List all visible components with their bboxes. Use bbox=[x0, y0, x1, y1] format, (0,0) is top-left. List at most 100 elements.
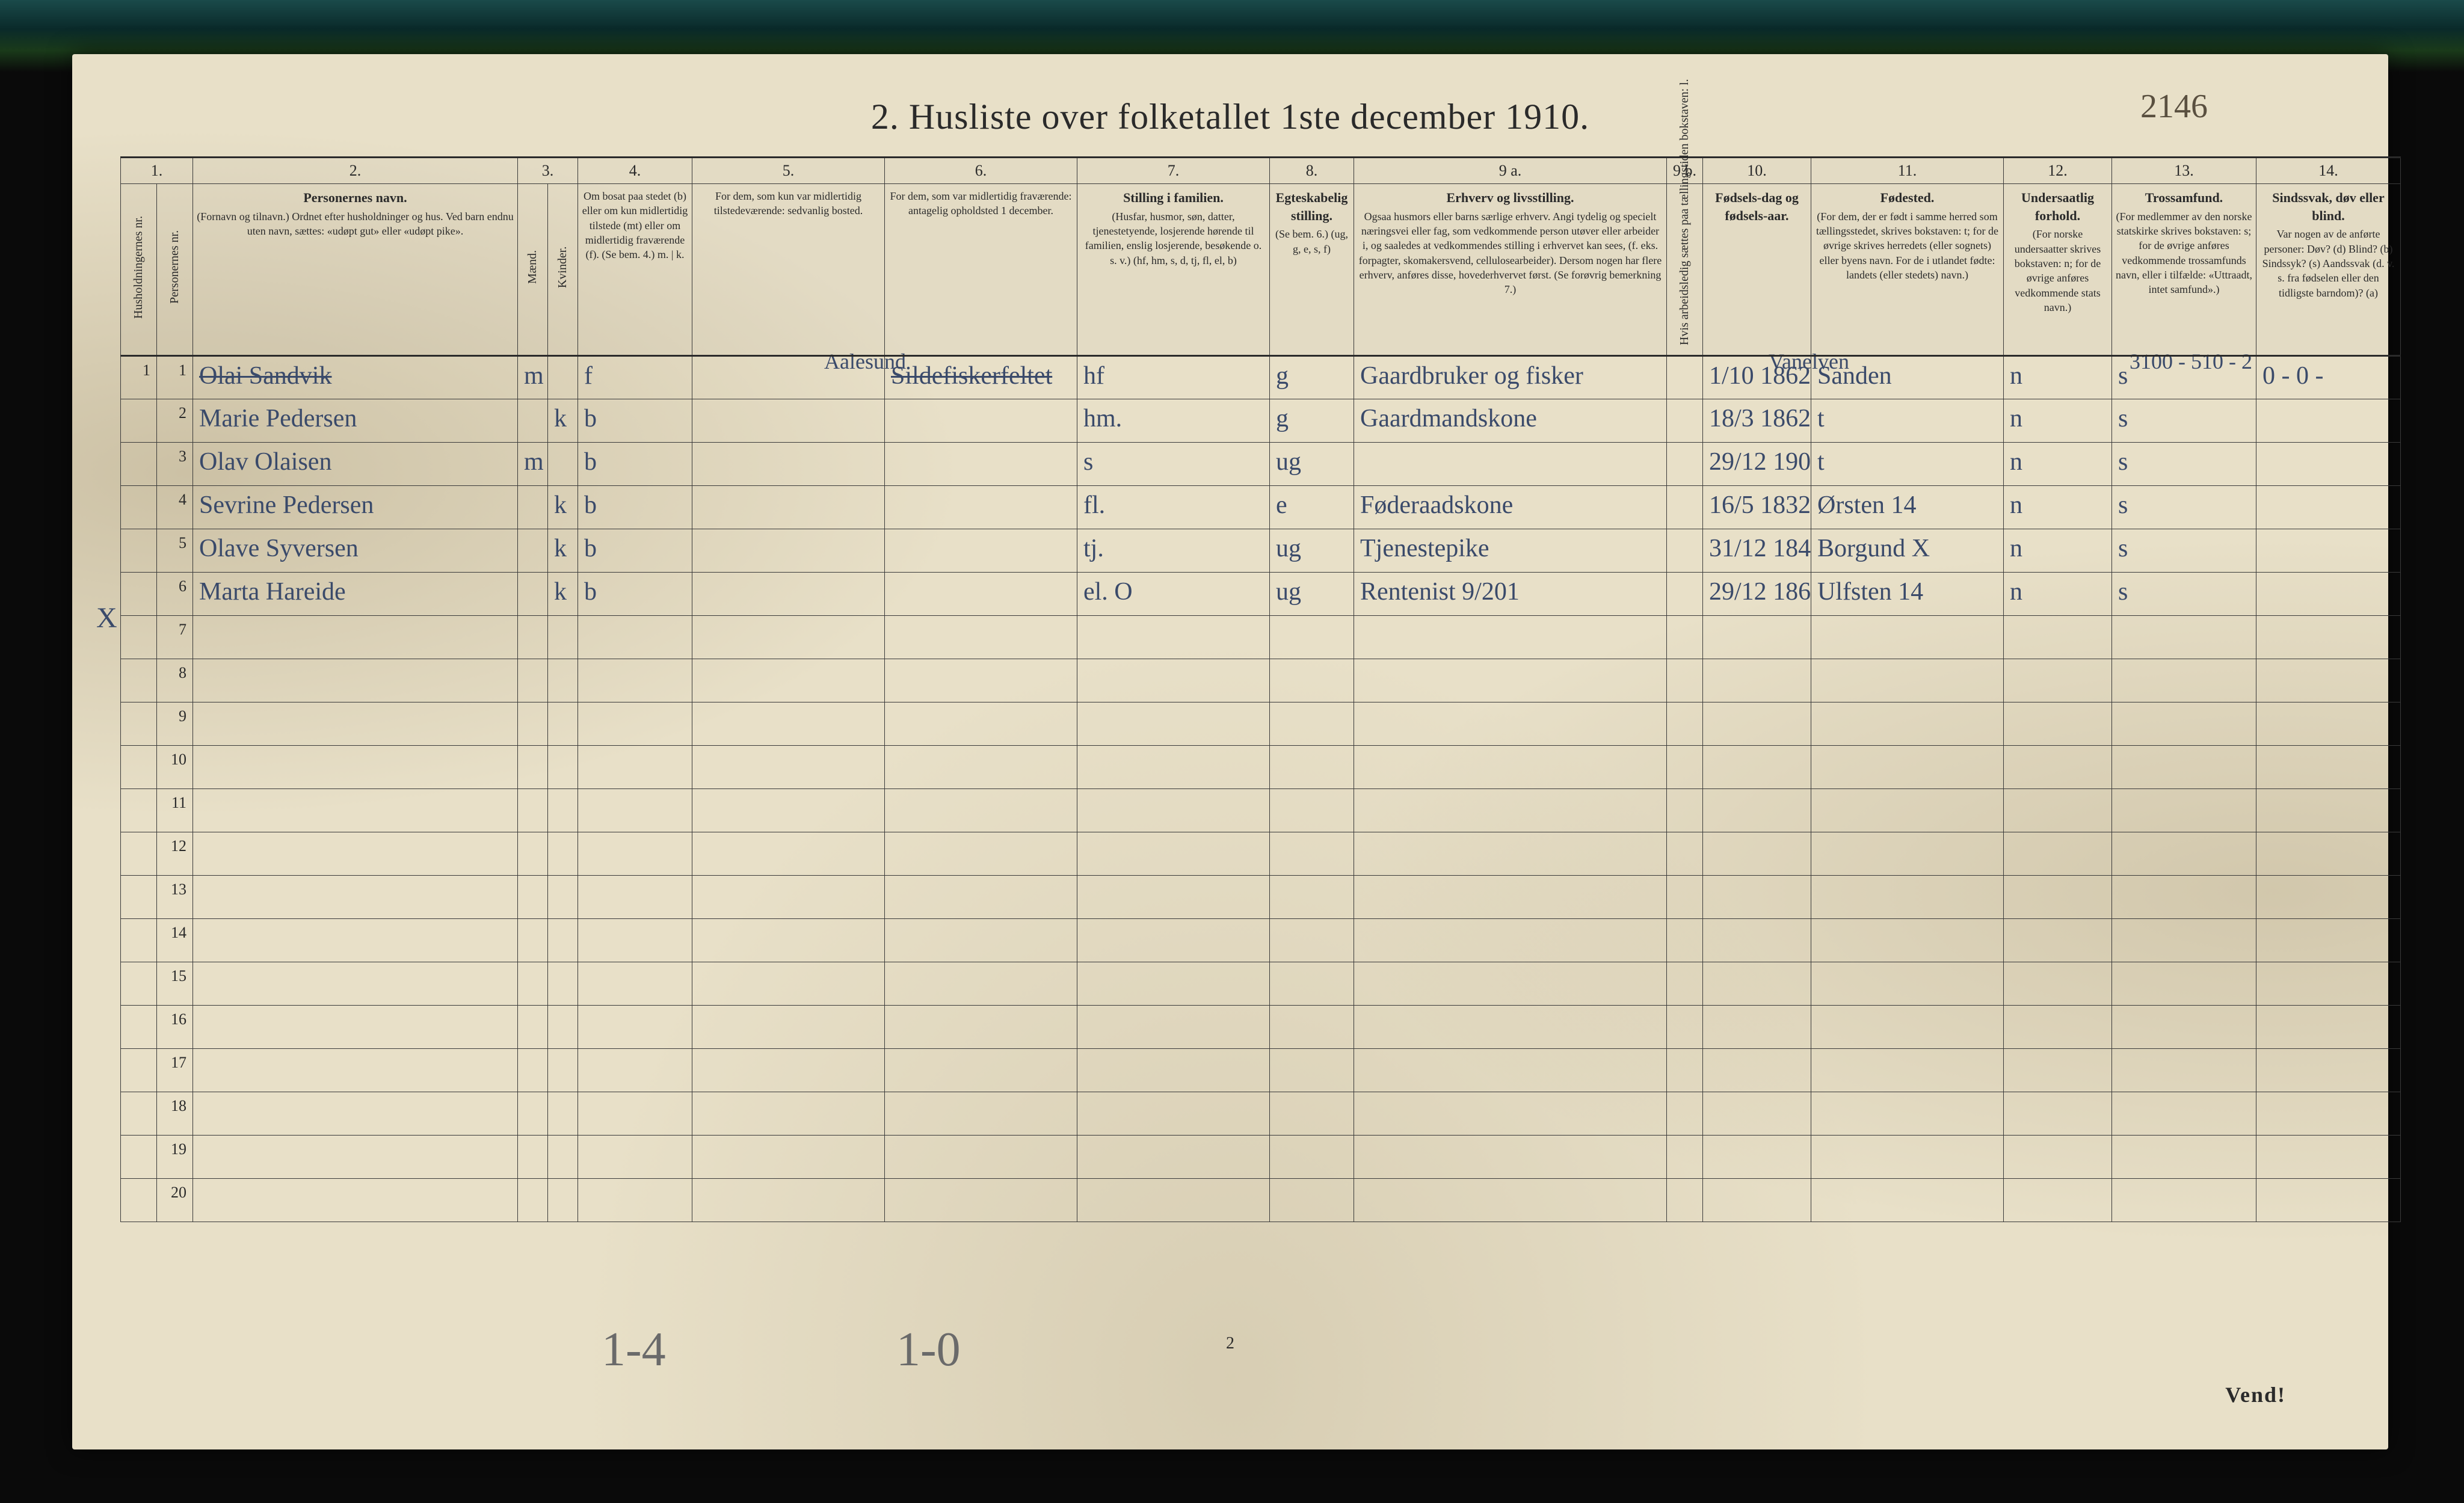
cell-empty bbox=[518, 1136, 548, 1179]
cell-empty bbox=[885, 919, 1077, 962]
cell-empty bbox=[578, 1136, 692, 1179]
cell-empty bbox=[2004, 1006, 2112, 1049]
cell-c14 bbox=[2256, 486, 2401, 529]
cell-empty bbox=[1077, 746, 1270, 789]
table-row: 12 bbox=[121, 832, 2401, 876]
cell-empty bbox=[518, 702, 548, 746]
cell-empty bbox=[2256, 1049, 2401, 1092]
cell-empty bbox=[692, 876, 885, 919]
cell-empty bbox=[692, 962, 885, 1006]
cell-res: b bbox=[578, 443, 692, 486]
cell-c11: Borgund X bbox=[1811, 529, 2004, 573]
cell-empty bbox=[2112, 962, 2256, 1006]
cell-c10: 18/3 1862 bbox=[1703, 399, 1811, 443]
colnum-2: 2. bbox=[193, 158, 518, 184]
cell-sex_k: k bbox=[548, 529, 578, 573]
cell-empty bbox=[1811, 832, 2004, 876]
cell-empty bbox=[121, 876, 157, 919]
cell-empty bbox=[2004, 659, 2112, 702]
cell-empty bbox=[548, 832, 578, 876]
cell-empty bbox=[1077, 789, 1270, 832]
cell-empty bbox=[692, 746, 885, 789]
cell-res: b bbox=[578, 399, 692, 443]
cell-empty bbox=[193, 919, 518, 962]
cell-empty bbox=[193, 1179, 518, 1222]
cell-empty bbox=[193, 789, 518, 832]
cell-c14 bbox=[2256, 573, 2401, 616]
cell-c5 bbox=[692, 486, 885, 529]
cell-empty bbox=[1077, 1049, 1270, 1092]
cell-sex_k: k bbox=[548, 573, 578, 616]
colhead-12: Fødsels-dag og fødsels-aar. bbox=[1703, 184, 1811, 356]
cell-empty bbox=[1354, 1092, 1667, 1136]
colhead-3: Mænd. bbox=[518, 184, 548, 356]
cell-pn: 4 bbox=[157, 486, 193, 529]
cell-c11: Ulfsten 14 bbox=[1811, 573, 2004, 616]
cell-empty bbox=[885, 746, 1077, 789]
cell-empty bbox=[1077, 1006, 1270, 1049]
cell-empty bbox=[121, 1006, 157, 1049]
cell-empty bbox=[2256, 1136, 2401, 1179]
cell-c8: g bbox=[1270, 399, 1354, 443]
cell-empty bbox=[1703, 1179, 1811, 1222]
cell-empty bbox=[193, 876, 518, 919]
cell-empty bbox=[2112, 1006, 2256, 1049]
cell-c13: s bbox=[2112, 443, 2256, 486]
colnum-15: 13. bbox=[2112, 158, 2256, 184]
cell-empty bbox=[193, 659, 518, 702]
cell-empty bbox=[692, 1006, 885, 1049]
cell-empty bbox=[2256, 1092, 2401, 1136]
cell-empty bbox=[548, 876, 578, 919]
cell-empty bbox=[1811, 702, 2004, 746]
cell-empty bbox=[1667, 1092, 1703, 1136]
cell-c7: tj. bbox=[1077, 529, 1270, 573]
colnum-7: 6. bbox=[885, 158, 1077, 184]
cell-empty bbox=[548, 659, 578, 702]
cell-empty bbox=[1270, 746, 1354, 789]
cell-c9a: Gaardbruker og fisker bbox=[1354, 356, 1667, 399]
cell-sex_m bbox=[518, 529, 548, 573]
cell-empty bbox=[548, 962, 578, 1006]
colhead-8: Stilling i familien.(Husfar, husmor, søn… bbox=[1077, 184, 1270, 356]
cell-empty bbox=[2112, 616, 2256, 659]
cell-empty bbox=[193, 1049, 518, 1092]
table-row: 18 bbox=[121, 1092, 2401, 1136]
cell-empty bbox=[121, 659, 157, 702]
table-row: 4Sevrine Pedersenkbfl.eFøderaadskone16/5… bbox=[121, 486, 2401, 529]
cell-empty bbox=[1354, 616, 1667, 659]
cell-empty bbox=[1703, 616, 1811, 659]
table-row: 8 bbox=[121, 659, 2401, 702]
cell-c6: Sildefiskerfeltet bbox=[885, 356, 1077, 399]
census-table: 1.2.3.4.5.6.7.8.9 a.9 b.10.11.12.13.14. … bbox=[120, 156, 2401, 1222]
cell-empty bbox=[2256, 702, 2401, 746]
cell-empty bbox=[1077, 876, 1270, 919]
cell-empty bbox=[1354, 1136, 1667, 1179]
table-row: 5Olave Syversenkbtj.ugTjenestepike31/12 … bbox=[121, 529, 2401, 573]
cell-empty bbox=[518, 876, 548, 919]
cell-empty: 20 bbox=[157, 1179, 193, 1222]
cell-empty bbox=[1703, 1049, 1811, 1092]
cell-c13: s bbox=[2112, 529, 2256, 573]
cell-empty: 17 bbox=[157, 1049, 193, 1092]
cell-empty bbox=[1354, 832, 1667, 876]
cell-empty bbox=[1354, 746, 1667, 789]
cell-empty bbox=[121, 1049, 157, 1092]
colnum-5: 4. bbox=[578, 158, 692, 184]
colnum-6: 5. bbox=[692, 158, 885, 184]
colhead-15: Trossamfund.(For medlemmer av den norske… bbox=[2112, 184, 2256, 356]
colhead-9: Egteskabelig stilling.(Se bem. 6.) (ug, … bbox=[1270, 184, 1354, 356]
cell-empty: 8 bbox=[157, 659, 193, 702]
cell-c7: s bbox=[1077, 443, 1270, 486]
cell-c7: el. O bbox=[1077, 573, 1270, 616]
cell-c9b bbox=[1667, 356, 1703, 399]
table-row: 2Marie Pedersenkbhm.gGaardmandskone18/3 … bbox=[121, 399, 2401, 443]
cell-c6 bbox=[885, 399, 1077, 443]
cell-empty bbox=[2256, 876, 2401, 919]
cell-empty bbox=[1811, 1179, 2004, 1222]
cell-empty bbox=[2004, 789, 2112, 832]
cell-c7: hf bbox=[1077, 356, 1270, 399]
cell-empty bbox=[578, 702, 692, 746]
cell-empty bbox=[2004, 832, 2112, 876]
cell-c11: t bbox=[1811, 443, 2004, 486]
cell-empty bbox=[1667, 789, 1703, 832]
